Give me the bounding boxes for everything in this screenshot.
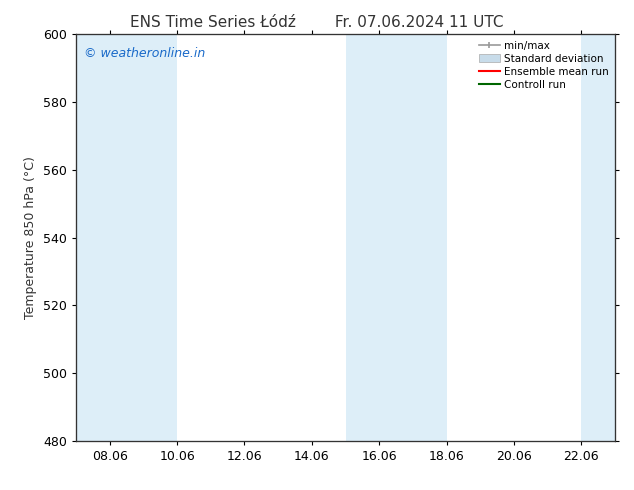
Bar: [581, 34, 615, 441]
Bar: [396, 34, 446, 441]
Bar: [127, 34, 177, 441]
Text: ENS Time Series Łódź        Fr. 07.06.2024 11 UTC: ENS Time Series Łódź Fr. 07.06.2024 11 U…: [130, 15, 504, 30]
Y-axis label: Temperature 850 hPa (°C): Temperature 850 hPa (°C): [25, 156, 37, 319]
Text: © weatheronline.in: © weatheronline.in: [84, 47, 205, 59]
Bar: [346, 34, 396, 441]
Legend: min/max, Standard deviation, Ensemble mean run, Controll run: min/max, Standard deviation, Ensemble me…: [475, 36, 613, 94]
Bar: [76, 34, 127, 441]
